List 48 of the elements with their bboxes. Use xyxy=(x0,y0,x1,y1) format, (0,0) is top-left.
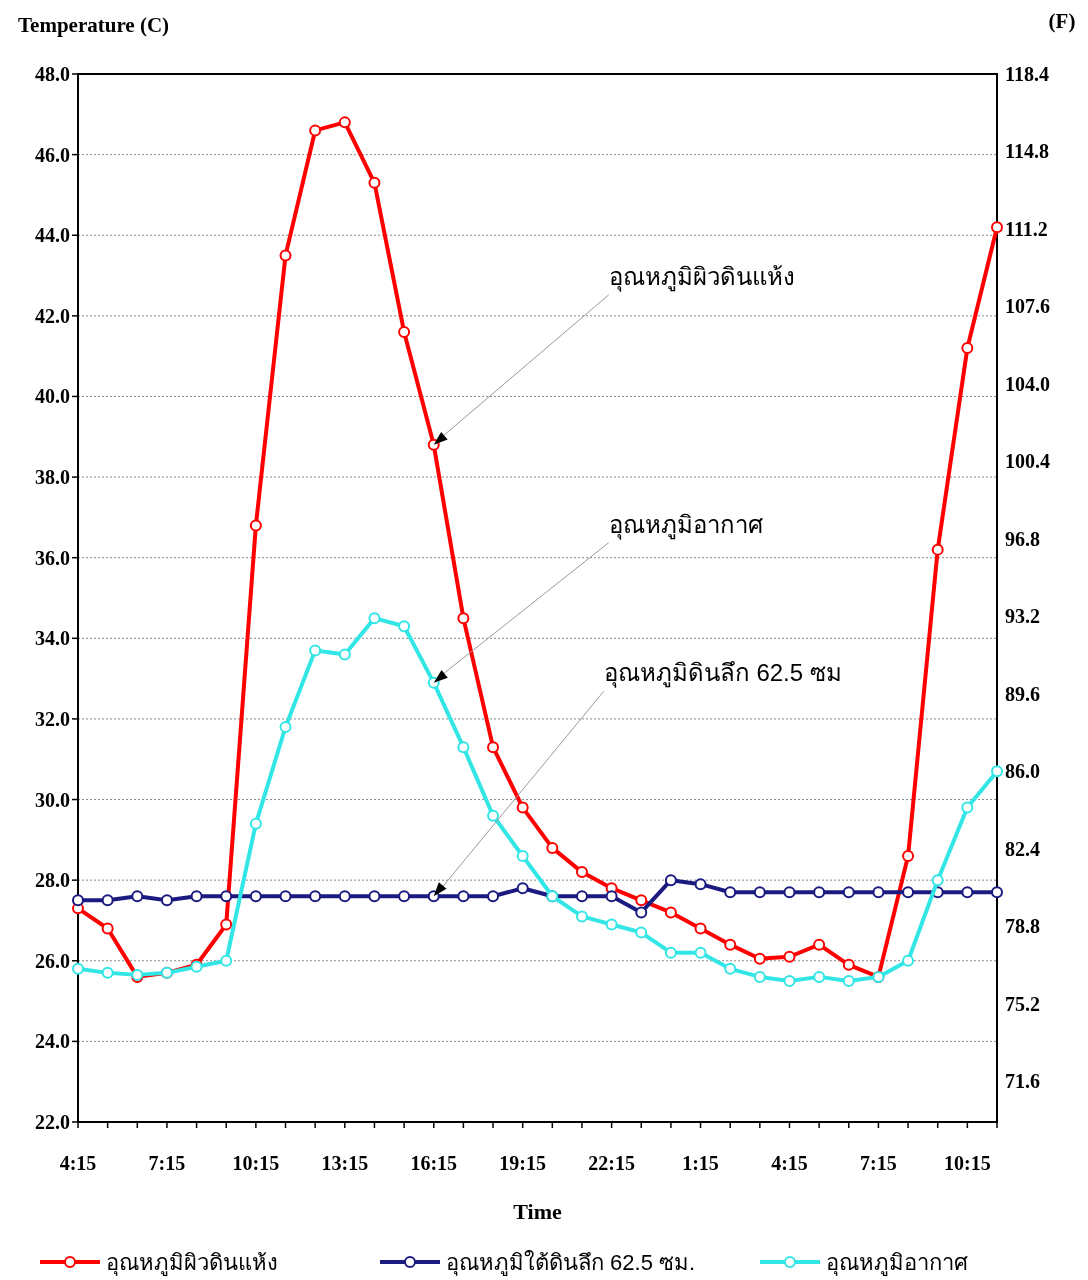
x-tick-label: 4:15 xyxy=(59,1152,97,1174)
y2-tick-label: 86.0 xyxy=(1005,760,1040,783)
legend-label: อุณหภูมิอากาศ xyxy=(826,1250,968,1276)
x-axis-title: Time xyxy=(513,1199,562,1224)
y2-axis-title: (F) xyxy=(1048,9,1076,33)
y2-tick-label: 93.2 xyxy=(1005,605,1040,628)
x-tick-label: 10:15 xyxy=(232,1152,280,1174)
y-tick-label: 30.0 xyxy=(35,788,70,811)
x-tick-label: 13:15 xyxy=(321,1152,369,1174)
y-tick-label: 48.0 xyxy=(35,63,70,85)
y2-tick-label: 89.6 xyxy=(1005,682,1040,705)
y-tick-label: 22.0 xyxy=(35,1111,70,1133)
y2-tick-label: 104.0 xyxy=(1005,372,1050,395)
y2-tick-label: 111.2 xyxy=(1005,217,1048,240)
y2-tick-label: 71.6 xyxy=(1005,1070,1040,1093)
y2-tick-label: 118.4 xyxy=(1005,63,1049,85)
legend-label: อุณหภูมิใต้ดินลึก 62.5 ซม. xyxy=(446,1250,696,1276)
y-axis-title: Temperature (C) xyxy=(18,13,170,37)
annotation: อุณหภูมิผิวดินแห้ง xyxy=(608,262,795,292)
y2-tick-label: 75.2 xyxy=(1005,992,1040,1015)
y2-tick-label: 78.8 xyxy=(1005,915,1040,938)
y-tick-label: 36.0 xyxy=(35,546,70,569)
y-tick-label: 38.0 xyxy=(35,466,70,489)
x-tick-label: 7:15 xyxy=(148,1152,186,1174)
y2-tick-label: 114.8 xyxy=(1005,140,1049,163)
annotation: อุณหภูมิดินลึก 62.5 ซม xyxy=(603,659,842,689)
x-tick-label: 4:15 xyxy=(771,1152,808,1174)
y-tick-label: 44.0 xyxy=(35,224,70,247)
x-tick-label: 1:15 xyxy=(682,1152,719,1174)
x-tick-label: 7:15 xyxy=(860,1152,897,1174)
y-tick-label: 40.0 xyxy=(35,385,70,408)
y2-tick-label: 96.8 xyxy=(1005,527,1040,550)
legend-label: อุณหภูมิผิวดินแห้ง xyxy=(106,1250,278,1276)
y-tick-label: 32.0 xyxy=(35,707,70,730)
y-tick-label: 26.0 xyxy=(35,949,70,972)
y-tick-label: 28.0 xyxy=(35,869,70,892)
x-tick-label: 19:15 xyxy=(499,1152,547,1174)
x-tick-label: 10:15 xyxy=(944,1152,991,1174)
x-tick-label: 22:15 xyxy=(588,1152,635,1174)
y-tick-label: 46.0 xyxy=(35,143,70,166)
y2-tick-label: 82.4 xyxy=(1005,837,1040,860)
annotation: อุณหภูมิอากาศ xyxy=(608,510,763,540)
y-tick-label: 24.0 xyxy=(35,1030,70,1053)
y2-tick-label: 100.4 xyxy=(1005,450,1050,473)
y2-tick-label: 107.6 xyxy=(1005,295,1050,318)
x-tick-label: 16:15 xyxy=(410,1152,458,1174)
y-tick-label: 42.0 xyxy=(35,304,70,327)
y-tick-label: 34.0 xyxy=(35,627,70,650)
